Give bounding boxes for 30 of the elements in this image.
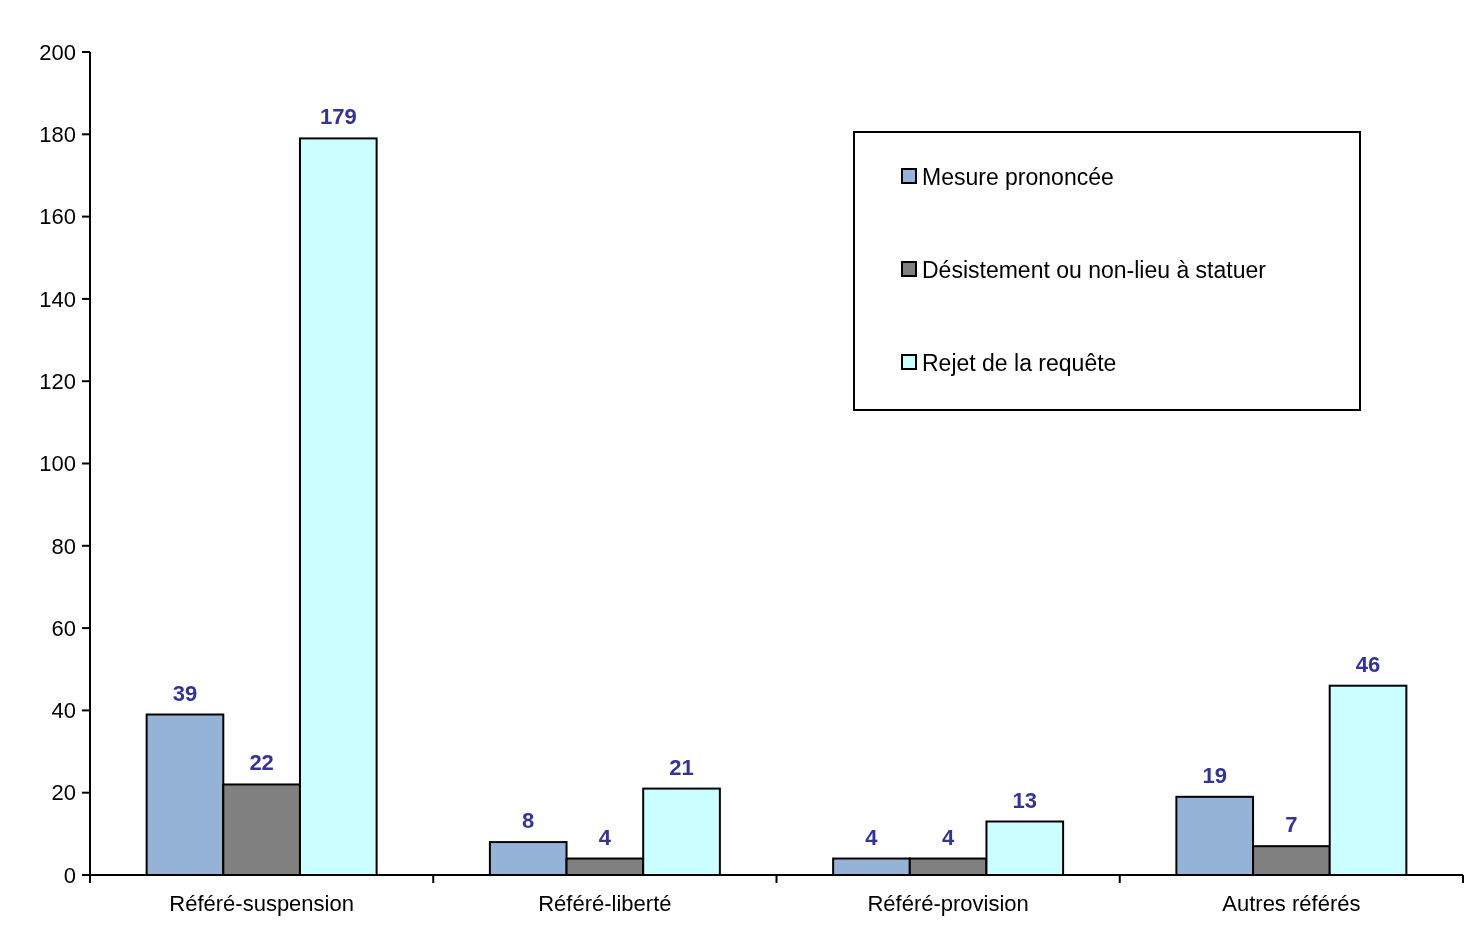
y-tick-label: 120 bbox=[39, 368, 76, 394]
data-label: 13 bbox=[1012, 787, 1038, 813]
data-label: 7 bbox=[1285, 812, 1298, 838]
y-tick-label: 140 bbox=[39, 286, 76, 312]
y-tick-label: 0 bbox=[63, 862, 76, 888]
data-label: 179 bbox=[319, 104, 357, 130]
data-label: 21 bbox=[669, 754, 694, 780]
y-tick-label: 80 bbox=[51, 533, 76, 559]
data-label: 39 bbox=[172, 680, 198, 706]
data-label: 4 bbox=[865, 824, 879, 850]
legend-label: Rejet de la requête bbox=[922, 350, 1117, 377]
data-label: 8 bbox=[522, 808, 535, 834]
y-tick-label: 180 bbox=[39, 122, 76, 147]
legend-label: Désistement ou non-lieu à statuer bbox=[922, 257, 1267, 284]
x-tick-label: Référé-liberté bbox=[538, 891, 672, 916]
y-tick-label: 160 bbox=[39, 204, 76, 230]
legend-label: Mesure prononcée bbox=[922, 164, 1114, 191]
y-tick-label: 100 bbox=[39, 451, 76, 477]
x-tick-label: Autres référés bbox=[1222, 891, 1361, 916]
data-label: 4 bbox=[598, 824, 612, 850]
data-label: 4 bbox=[942, 824, 955, 850]
x-tick-label: Référé-suspension bbox=[169, 891, 354, 916]
y-tick-label: 200 bbox=[39, 39, 76, 65]
data-label: 22 bbox=[249, 750, 274, 776]
y-tick-label: 60 bbox=[51, 615, 76, 641]
y-tick-label: 20 bbox=[51, 780, 76, 806]
y-tick-label: 40 bbox=[51, 698, 76, 724]
x-tick-label: Référé-provision bbox=[867, 891, 1029, 916]
data-label: 46 bbox=[1355, 651, 1381, 677]
data-label: 19 bbox=[1202, 762, 1227, 788]
